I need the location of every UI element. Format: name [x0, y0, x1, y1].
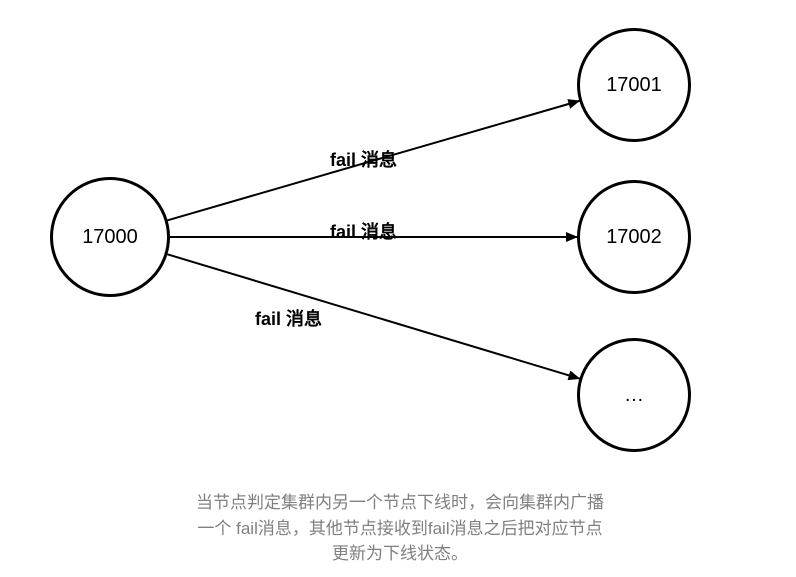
caption-line-1: 当节点判定集群内另一个节点下线时，会向集群内广播	[160, 490, 640, 516]
edge-arrow	[167, 254, 579, 378]
caption-line-3: 更新为下线状态。	[160, 541, 640, 567]
caption-line-2: 一个 fail消息，其他节点接收到fail消息之后把对应节点	[160, 516, 640, 542]
node-target-2-label: 17002	[606, 226, 662, 249]
edge-label-3: fail 消息	[255, 305, 322, 331]
node-target-3: …	[577, 338, 691, 452]
node-target-1-label: 17001	[606, 74, 662, 97]
edge-label-1: fail 消息	[330, 146, 397, 172]
node-target-3-label: …	[624, 384, 644, 407]
node-source: 17000	[50, 177, 170, 297]
edge-label-2: fail 消息	[330, 218, 397, 244]
diagram-caption: 当节点判定集群内另一个节点下线时，会向集群内广播 一个 fail消息，其他节点接…	[160, 490, 640, 567]
node-source-label: 17000	[82, 226, 138, 249]
node-target-2: 17002	[577, 180, 691, 294]
node-target-1: 17001	[577, 28, 691, 142]
